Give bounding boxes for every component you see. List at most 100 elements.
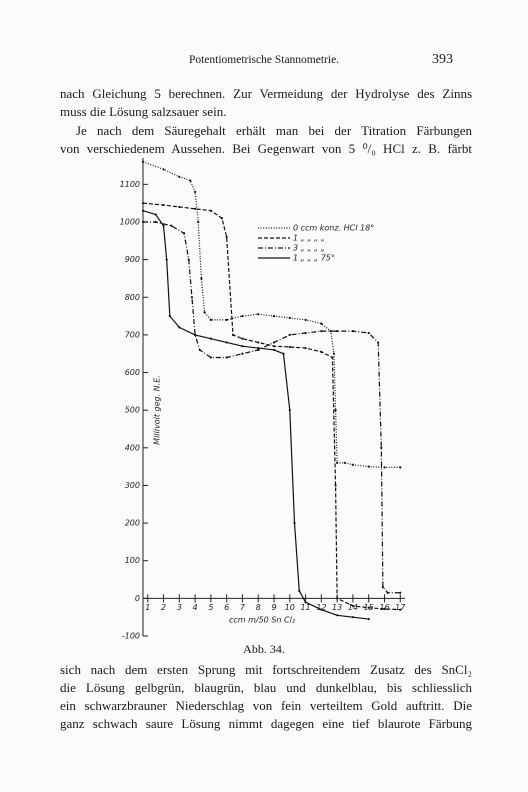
data-point	[320, 608, 323, 611]
text-line: ein schwarzbrauner Niederschlag von fein…	[60, 698, 472, 713]
data-point	[304, 318, 307, 321]
data-point	[182, 232, 186, 235]
data-point	[178, 205, 181, 209]
data-point	[351, 330, 355, 333]
y-tick-label: 100	[125, 556, 140, 565]
data-point	[293, 521, 296, 525]
data-point	[257, 346, 260, 350]
data-point	[336, 597, 339, 600]
data-point	[162, 168, 165, 171]
data-point	[399, 608, 402, 611]
data-point	[336, 330, 339, 333]
data-point	[298, 589, 301, 592]
data-point	[170, 224, 173, 227]
data-point	[141, 209, 145, 212]
data-point	[399, 591, 402, 594]
data-point	[209, 318, 212, 321]
data-point	[272, 341, 276, 344]
text-line: die Lösung gelbgrün, blaugrün, blau und …	[60, 680, 472, 695]
data-point	[288, 409, 291, 412]
x-tick-label: 17	[395, 603, 406, 612]
x-tick-label: 2	[161, 603, 166, 612]
data-point	[399, 466, 402, 469]
data-point	[178, 326, 181, 329]
data-point	[197, 220, 200, 224]
data-point	[386, 591, 389, 594]
data-point	[141, 202, 145, 205]
y-tick-label: 600	[125, 368, 140, 377]
data-point	[343, 461, 347, 464]
data-point	[168, 314, 171, 318]
page-number: 393	[432, 52, 453, 67]
data-point	[320, 330, 323, 333]
data-point	[383, 466, 386, 469]
data-point	[220, 217, 224, 220]
data-point	[193, 190, 197, 193]
data-point	[225, 235, 228, 239]
x-tick-label: 9	[271, 603, 276, 612]
data-point	[288, 316, 291, 320]
x-tick-label: 1	[145, 603, 150, 612]
data-point	[241, 345, 244, 348]
data-point	[288, 333, 291, 336]
y-tick-label: 700	[125, 330, 140, 339]
data-point	[141, 220, 145, 224]
figure-caption: Abb. 34.	[243, 642, 285, 656]
data-point	[241, 314, 244, 318]
data-point	[304, 601, 307, 604]
text-line: muss die Lösung salzsauer sein.	[60, 104, 227, 119]
data-point	[225, 356, 228, 359]
data-line	[142, 210, 369, 620]
data-point	[257, 348, 260, 352]
data-point	[304, 346, 307, 350]
data-point	[193, 207, 197, 210]
text-line: ganz schwach saure Lösung nimmt dagegen …	[60, 716, 472, 731]
data-point	[190, 296, 194, 299]
data-point	[225, 341, 228, 344]
data-line	[143, 221, 401, 594]
y-tick-label: 400	[125, 443, 140, 452]
x-tick-label: 8	[256, 603, 261, 612]
data-point	[141, 160, 145, 163]
data-point	[282, 352, 285, 355]
data-point	[154, 220, 157, 224]
data-point	[367, 617, 370, 621]
data-point	[189, 179, 192, 182]
x-tick-label: 11	[300, 603, 310, 612]
data-point	[351, 604, 355, 607]
data-point	[377, 341, 380, 344]
x-tick-label: 12	[316, 603, 326, 612]
y-tick-label: 900	[125, 255, 140, 264]
running-head: Potentiometrische Stannometrie.	[188, 54, 340, 66]
x-tick-label: 16	[379, 603, 389, 612]
data-point	[351, 463, 355, 466]
legend-label: 1 „ „ „ 75°	[293, 254, 335, 263]
data-point	[272, 314, 276, 318]
data-point	[257, 313, 260, 316]
data-point	[383, 607, 386, 611]
data-point	[162, 203, 165, 207]
y-tick-label: 800	[125, 293, 140, 302]
x-tick-label: 13	[332, 603, 342, 612]
data-point	[257, 341, 260, 344]
data-point	[320, 350, 323, 353]
data-point	[209, 356, 212, 359]
data-point	[272, 345, 276, 348]
data-point	[381, 585, 385, 589]
data-point	[367, 606, 370, 609]
data-point	[304, 331, 307, 335]
data-point	[200, 277, 203, 280]
legend-label: 3 „ „ „ „	[293, 244, 325, 253]
y-tick-label: 200	[125, 519, 140, 528]
data-point	[198, 348, 201, 352]
data-point	[231, 333, 235, 336]
y-tick-label: 1000	[120, 217, 140, 226]
x-tick-label: 5	[208, 603, 213, 612]
data-point	[351, 616, 355, 619]
x-tick-label: 6	[224, 603, 229, 612]
y-tick-label: 0	[135, 594, 140, 603]
y-tick-label: 500	[125, 406, 140, 415]
x-tick-label: 4	[193, 603, 198, 612]
data-point	[367, 331, 370, 335]
